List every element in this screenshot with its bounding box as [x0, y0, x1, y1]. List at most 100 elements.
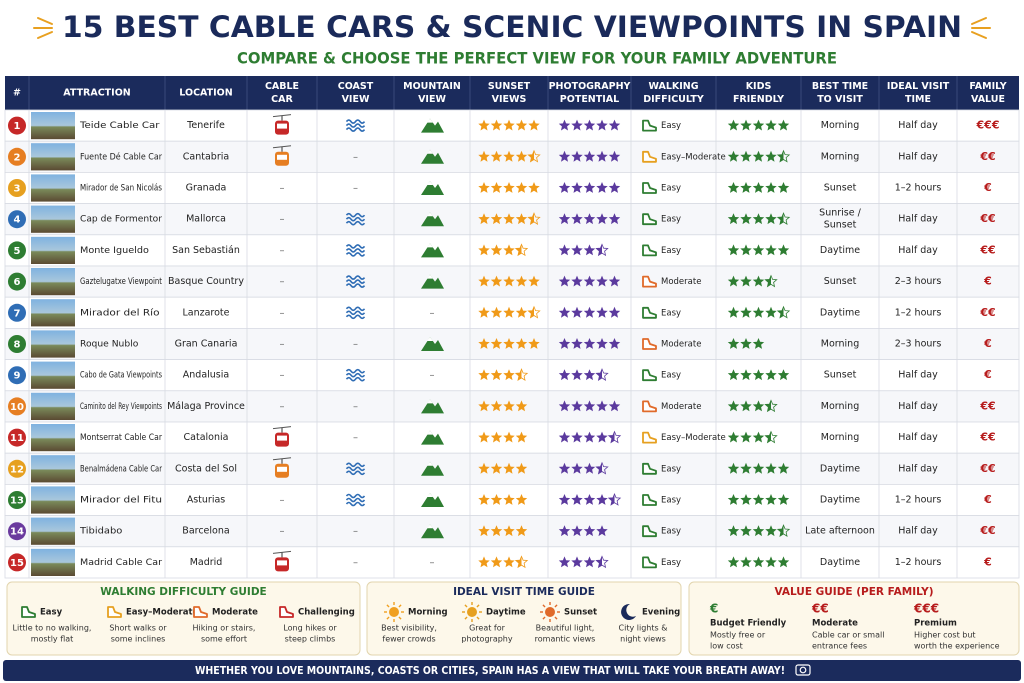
family-value: €€ [979, 431, 995, 444]
best-time: Morning [821, 339, 859, 350]
guide-desc: some effort [201, 635, 247, 644]
star [490, 400, 503, 412]
star-rating [727, 274, 778, 288]
guide-symbol: €€€ [913, 602, 939, 616]
star [752, 494, 765, 505]
wave [345, 493, 366, 499]
shoe-icon [642, 275, 657, 288]
column-header: CAR [271, 94, 293, 105]
attraction-name: Cabo de Gata Viewpoints [80, 371, 162, 381]
location: Tenerife [186, 120, 225, 131]
star [752, 306, 765, 318]
wave [345, 279, 366, 284]
row-badge [8, 397, 26, 416]
ideal-time: Half day [898, 432, 938, 443]
guide-label: Daytime [486, 608, 526, 618]
column-header: FRIENDLY [733, 94, 784, 105]
not-available: – [430, 557, 435, 568]
star-rating [727, 119, 790, 131]
star [558, 244, 571, 256]
star-rating [558, 306, 621, 318]
location: Basque Country [168, 276, 244, 287]
ideal-time: Half day [898, 526, 938, 537]
star [608, 213, 621, 225]
star [558, 494, 571, 505]
footer-bar [3, 660, 1021, 681]
star [583, 369, 596, 381]
best-time: Morning [821, 432, 859, 443]
star-rating [727, 305, 791, 319]
column-header: LOCATION [179, 88, 232, 99]
wave [345, 314, 366, 320]
cable-car-icon [272, 426, 292, 447]
star [765, 462, 777, 474]
star-rating [727, 212, 791, 225]
best-time: Daytime [820, 557, 860, 568]
star [596, 213, 608, 225]
star [503, 400, 515, 412]
star [514, 555, 529, 569]
wave [345, 310, 366, 316]
star [740, 119, 752, 131]
not-available: – [353, 526, 358, 537]
star [503, 182, 515, 193]
ideal-time: Half day [898, 463, 938, 474]
star-rating [478, 305, 541, 319]
star [515, 119, 528, 131]
location: Cantabria [183, 151, 229, 162]
family-value: €€ [979, 306, 995, 319]
guide-desc: Best visibility, [381, 624, 437, 633]
guide-desc: Higher cost but [914, 631, 976, 640]
star [752, 338, 765, 349]
snow [427, 337, 433, 341]
star [583, 213, 596, 225]
row-number: 9 [14, 371, 21, 382]
star [740, 338, 752, 349]
guide-label: Moderate [212, 608, 258, 618]
location: San Sebastián [172, 245, 240, 256]
snow [427, 118, 433, 123]
star [727, 400, 740, 412]
location: Granada [186, 183, 227, 194]
star [752, 244, 765, 256]
star [583, 431, 596, 443]
star [727, 213, 740, 225]
row-number: 4 [14, 215, 21, 226]
walking-difficulty: Easy [661, 246, 681, 256]
row-number: 7 [14, 308, 21, 319]
guide-desc: some inclines [111, 635, 166, 644]
star-rating [478, 243, 529, 257]
star [727, 119, 740, 131]
guide-title: WALKING DIFFICULTY GUIDE [100, 586, 266, 598]
wave [345, 252, 366, 257]
cable-car-icon [272, 114, 292, 135]
location: Madrid [190, 557, 223, 568]
star [583, 275, 596, 287]
star [740, 213, 752, 225]
star [583, 525, 596, 537]
family-value: € [983, 493, 992, 506]
location: Mallorca [186, 214, 226, 225]
not-available: – [280, 526, 285, 537]
star-rating [558, 213, 621, 225]
star [752, 400, 765, 412]
star [490, 182, 503, 193]
shoe-icon [642, 338, 657, 350]
star [503, 556, 515, 568]
star [478, 431, 490, 443]
ray [386, 604, 390, 608]
ray [542, 604, 546, 608]
star [765, 182, 777, 193]
star [595, 368, 609, 381]
star [515, 275, 528, 287]
family-value: €€ [979, 150, 995, 163]
wave [345, 127, 366, 132]
star [608, 338, 621, 349]
walking-difficulty: Easy [661, 121, 681, 131]
ideal-time: 2–3 hours [895, 276, 942, 287]
star [740, 400, 752, 412]
not-available: – [280, 370, 285, 381]
star [490, 431, 503, 443]
best-time: Late afternoon [805, 526, 875, 537]
snow [427, 524, 433, 529]
